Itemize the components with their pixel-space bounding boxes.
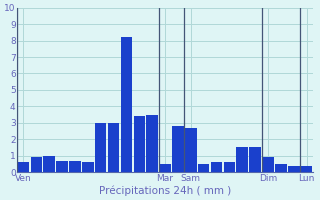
Bar [44, 156, 55, 172]
Bar [82, 162, 94, 172]
Bar [56, 161, 68, 172]
Bar [121, 37, 132, 172]
X-axis label: Précipitations 24h ( mm ): Précipitations 24h ( mm ) [99, 185, 231, 196]
Bar [275, 164, 287, 172]
Bar [133, 116, 145, 172]
Bar [185, 128, 196, 172]
Bar [236, 147, 248, 172]
Bar [172, 126, 184, 172]
Bar [159, 164, 171, 172]
Bar [211, 162, 222, 172]
Bar [198, 164, 210, 172]
Bar [288, 166, 300, 172]
Bar [95, 123, 107, 172]
Bar [146, 115, 158, 172]
Bar [18, 162, 29, 172]
Bar [262, 157, 274, 172]
Bar [31, 157, 42, 172]
Bar [224, 162, 235, 172]
Bar [69, 161, 81, 172]
Bar [301, 166, 312, 172]
Bar [108, 123, 119, 172]
Bar [249, 147, 261, 172]
